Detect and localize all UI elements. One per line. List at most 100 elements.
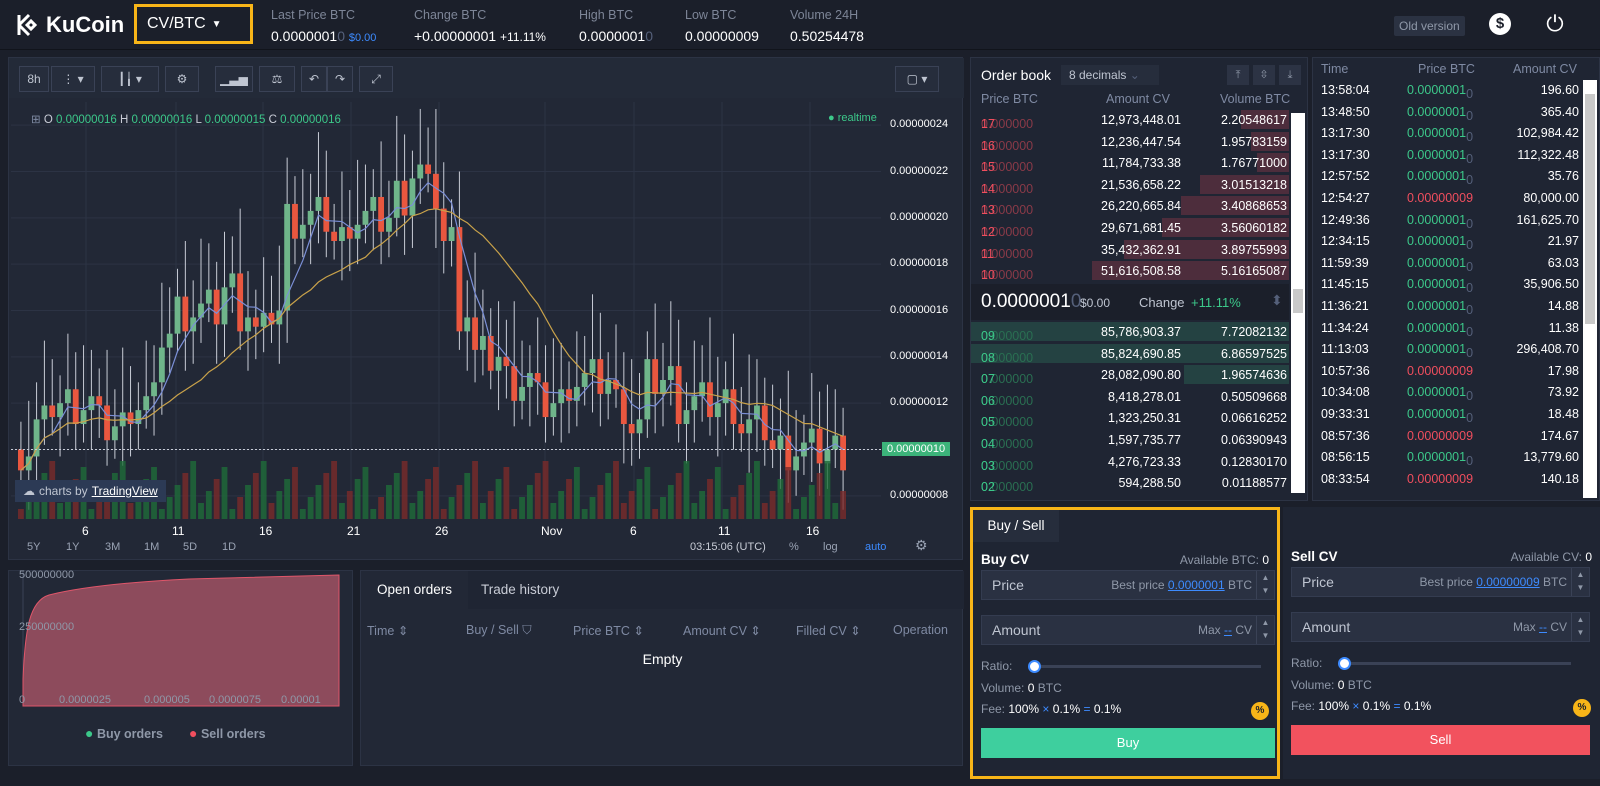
- discount-badge-icon[interactable]: %: [1573, 699, 1591, 717]
- col-price[interactable]: Price BTC ⇕: [573, 623, 644, 638]
- volume-bar: [785, 467, 792, 519]
- view-both-button[interactable]: ⇳: [1253, 65, 1275, 85]
- volume-bar: [519, 497, 525, 519]
- sell-available: Available CV: 0: [1511, 550, 1592, 564]
- view-asks-button[interactable]: ⤒: [1227, 65, 1249, 85]
- kucoin-logo[interactable]: KuCoin: [14, 11, 124, 39]
- stepper-icon[interactable]: ▲ ▼: [1571, 568, 1589, 596]
- fullscreen-button[interactable]: ⤢: [359, 66, 393, 92]
- tab-buy-sell[interactable]: Buy / Sell: [973, 510, 1059, 542]
- pair-selector[interactable]: CV/BTC ▼: [134, 4, 253, 44]
- bid-row[interactable]: 0.000000 06 8,418,278.01 0.50509668: [971, 386, 1289, 408]
- volume-bar: [88, 509, 95, 519]
- ask-row[interactable]: 0.000000 14 21,536,658.22 3.01513218: [971, 174, 1289, 196]
- range-1d[interactable]: 1D: [222, 541, 237, 553]
- ask-row[interactable]: 0.000000 15 11,784,733.38 1.76771000: [971, 152, 1289, 174]
- bid-row[interactable]: 0.000000 07 28,082,090.80 1.96574636: [971, 364, 1289, 386]
- old-version-link[interactable]: Old version: [1394, 16, 1465, 36]
- sort-arrows-icon[interactable]: ⬍: [1271, 292, 1283, 308]
- sell-max-link[interactable]: --: [1538, 620, 1547, 634]
- buy-ratio-track[interactable]: [1028, 660, 1261, 673]
- bid-row[interactable]: 0.000000 05 1,323,250.31 0.06616252: [971, 407, 1289, 429]
- ask-row[interactable]: 0.000000 16 12,236,447.54 1.95783159: [971, 131, 1289, 153]
- col-filled[interactable]: Filled CV ⇕: [796, 623, 861, 638]
- col-amount[interactable]: Amount CV ⇕: [683, 623, 761, 638]
- interval-button[interactable]: 8h: [19, 66, 49, 92]
- ask-row[interactable]: 0.000000 17 12,973,448.01 2.20548617: [971, 109, 1289, 131]
- range-3m[interactable]: 3M: [105, 541, 121, 553]
- trades-scrollbar[interactable]: [1583, 80, 1597, 498]
- ask-row[interactable]: 0.000000 12 29,671,681.45 3.56060182: [971, 217, 1289, 239]
- bid-row[interactable]: 0.000000 09 85,786,903.37 7.72082132: [971, 321, 1289, 343]
- ask-row[interactable]: 0.000000 11 35,432,362.91 3.89755993: [971, 239, 1289, 261]
- buy-button[interactable]: Buy: [981, 728, 1275, 758]
- price-axis[interactable]: 0.00000024 0.00000022 0.00000020 0.00000018…: [882, 102, 962, 519]
- trade-price: 0.0000001 0: [1407, 385, 1474, 404]
- candle-body: [111, 426, 118, 441]
- stepper-icon[interactable]: ▲ ▼: [1256, 571, 1274, 599]
- bid-row[interactable]: 0.000000 02 594,288.50 0.01188577: [971, 472, 1289, 494]
- stepper-icon[interactable]: ▲ ▼: [1571, 613, 1589, 641]
- sell-best-price-link[interactable]: 0.00000009: [1476, 575, 1540, 589]
- ask-row[interactable]: 0.000000 10 51,616,508.58 5.16165087: [971, 260, 1289, 282]
- tradingview-badge[interactable]: ☁ charts by TradingView: [15, 480, 166, 502]
- log-toggle[interactable]: log: [823, 541, 838, 553]
- time-tick: 11: [172, 524, 185, 538]
- trade-row: 11:13:03 0.0000001 0 296,408.70: [1313, 338, 1581, 360]
- buy-price-input[interactable]: Price Best price 0.0000001 BTC ▲ ▼: [981, 570, 1275, 600]
- scrollbar-thumb[interactable]: [1293, 289, 1303, 313]
- scrollbar-thumb[interactable]: [1585, 94, 1595, 324]
- candle-body: [96, 396, 103, 406]
- time-axis[interactable]: 6 11 16 21 26 Nov 6 11 16: [11, 520, 881, 540]
- trade-row: 13:17:30 0.0000001 0 102,984.42: [1313, 122, 1581, 144]
- percent-toggle[interactable]: %: [789, 541, 799, 553]
- decimals-label: 8 decimals: [1069, 68, 1127, 82]
- dollar-icon[interactable]: $: [1489, 13, 1511, 35]
- gear-icon[interactable]: ⚙: [915, 537, 928, 553]
- sell-button[interactable]: Sell: [1291, 725, 1590, 755]
- screenshot-button[interactable]: ▢ ▾: [895, 66, 939, 92]
- sell-price-input[interactable]: Price Best price 0.00000009 BTC ▲ ▼: [1291, 567, 1590, 597]
- stepper-icon[interactable]: ▲ ▼: [1256, 616, 1274, 644]
- trade-amount: 11.38: [1548, 320, 1579, 335]
- tab-trade-history[interactable]: Trade history: [481, 582, 560, 597]
- sell-ratio-knob[interactable]: [1338, 657, 1352, 670]
- buy-ratio-knob[interactable]: [1028, 660, 1042, 673]
- bid-row[interactable]: 0.000000 03 4,276,723.33 0.12830170: [971, 451, 1289, 473]
- range-5y[interactable]: 5Y: [27, 541, 41, 553]
- settings-button[interactable]: ⚙: [165, 66, 199, 92]
- trade-time: 08:57:36: [1321, 428, 1370, 443]
- sell-amount-input[interactable]: Amount Max -- CV ▲ ▼: [1291, 612, 1590, 642]
- buy-amount-input[interactable]: Amount Max -- CV ▲ ▼: [981, 615, 1275, 645]
- range-1m[interactable]: 1M: [144, 541, 160, 553]
- volume-bar: [104, 485, 110, 519]
- decimals-select[interactable]: 8 decimals ⌄: [1061, 65, 1159, 85]
- interval-dropdown[interactable]: ⋮ ▾: [51, 66, 95, 92]
- compare-button[interactable]: ⚖: [259, 66, 295, 92]
- discount-badge-icon[interactable]: %: [1251, 702, 1269, 720]
- candlestick-chart[interactable]: ⊞ O 0.00000016 H 0.00000016 L 0.00000015…: [11, 102, 881, 519]
- trade-price-faded: 0: [1466, 151, 1474, 166]
- sell-ratio-track[interactable]: [1338, 657, 1571, 670]
- col-time[interactable]: Time ⇕: [367, 623, 408, 638]
- col-side[interactable]: Buy / Sell ⛉: [466, 623, 532, 638]
- orderbook-scrollbar[interactable]: [1291, 113, 1305, 493]
- bid-row[interactable]: 0.000000 04 1,597,735.77 0.06390943: [971, 429, 1289, 451]
- range-5d[interactable]: 5D: [183, 541, 198, 553]
- buy-volume: Volume: 0 BTC: [981, 681, 1062, 695]
- buy-max-link[interactable]: --: [1223, 623, 1232, 637]
- ask-row[interactable]: 0.000000 13 26,220,665.84 3.40868653: [971, 195, 1289, 217]
- undo-button[interactable]: ↶: [301, 66, 327, 92]
- buy-best-price-link[interactable]: 0.0000001: [1167, 578, 1225, 592]
- fee-b: 0.1%: [1362, 699, 1391, 713]
- bid-row[interactable]: 0.000000 08 85,824,690.85 6.86597525: [971, 343, 1289, 365]
- redo-button[interactable]: ↷: [327, 66, 353, 92]
- tab-open-orders[interactable]: Open orders: [361, 571, 469, 609]
- candle-body: [503, 356, 510, 367]
- chart-type-button[interactable]: ┃╽ ▾: [101, 66, 159, 92]
- indicators-button[interactable]: ▁▃▅: [215, 66, 253, 92]
- auto-toggle[interactable]: auto: [865, 541, 887, 553]
- power-icon[interactable]: ⏻: [1546, 11, 1564, 36]
- range-1y[interactable]: 1Y: [66, 541, 80, 553]
- view-bids-button[interactable]: ⤓: [1279, 65, 1301, 85]
